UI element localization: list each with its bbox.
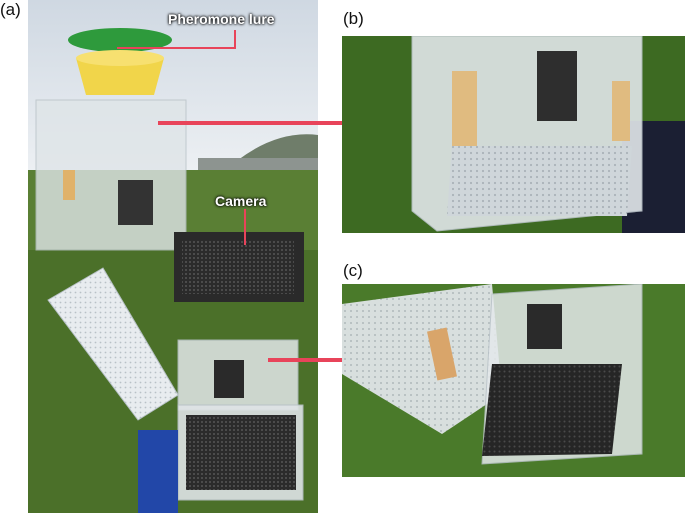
panel-label-c: (c) — [343, 261, 363, 280]
photo-lower-chamber — [342, 284, 685, 477]
panel-label-a: (a) — [0, 0, 21, 19]
panel-label-b: (b) — [343, 9, 364, 28]
callout-pheromone-lure: Pheromone lure — [168, 11, 275, 27]
photo-upper-chamber — [342, 36, 685, 233]
photo-lower-chamber-drawing — [342, 284, 685, 477]
photo-trap-full — [28, 0, 318, 513]
photo-trap-full-drawing — [28, 0, 318, 513]
lure-pointer-line — [117, 30, 236, 49]
photo-upper-chamber-drawing — [342, 36, 685, 233]
callout-camera: Camera — [215, 193, 267, 209]
camera-pointer-line — [244, 209, 246, 245]
